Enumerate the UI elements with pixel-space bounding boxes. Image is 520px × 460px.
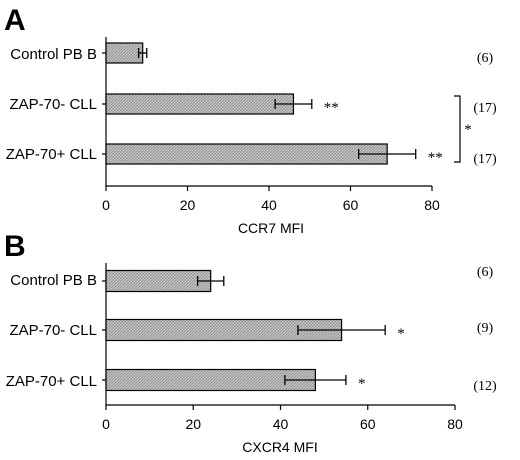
panel-b-category-label-0: Control PB B <box>10 272 97 289</box>
panel-a-bar-1 <box>105 93 295 115</box>
panel-a-category-label-1: ZAP-70- CLL <box>9 96 97 113</box>
panel-b-category-label-2: ZAP-70+ CLL <box>6 373 97 390</box>
panel-b-count-1: (9) <box>477 321 494 336</box>
panel-b-x-axis-label: CXCR4 MFI <box>242 439 317 455</box>
panel-a-count-0: (6) <box>477 51 494 66</box>
panel-a-significance-2: ** <box>428 150 443 166</box>
panel-b-error-bar-1 <box>297 325 386 335</box>
panel-b-bar-2 <box>105 368 316 392</box>
panel-a-error-bar-2 <box>357 149 417 159</box>
panel-b-letter: B <box>4 230 26 263</box>
panel-a-letter: A <box>4 4 26 37</box>
panel-a-x-tick-label-2: 40 <box>261 197 277 213</box>
panel-b-chart: B Control PB B ZAP-70- CLL ZAP-70+ CLL *… <box>4 230 497 455</box>
panel-b-error-bar-2 <box>284 375 347 385</box>
panel-a-x-tick-label-1: 20 <box>180 197 196 213</box>
panel-a-x-tick-label-4: 80 <box>424 197 440 213</box>
panel-a-x-tick-label-0: 0 <box>102 197 110 213</box>
panel-a-bar-0 <box>105 42 144 64</box>
panel-b-category-label-1: ZAP-70- CLL <box>9 322 97 339</box>
panel-b-x-tick-label-2: 40 <box>273 416 289 432</box>
panel-a-bar-2 <box>105 143 388 165</box>
panel-a-count-1: (17) <box>473 101 497 116</box>
panel-a-x-tick-label-3: 60 <box>343 197 359 213</box>
panel-a-category-label-2: ZAP-70+ CLL <box>6 146 97 163</box>
panel-b-error-bar-0 <box>196 276 225 286</box>
panel-a-chart: A Control PB B ZAP-70- CLL ZAP-70+ CLL *… <box>4 4 497 236</box>
panel-b-x-tick-label-0: 0 <box>102 416 110 432</box>
panel-a-error-bar-0 <box>137 48 148 58</box>
panel-b-x-tick-label-3: 60 <box>360 416 376 432</box>
panel-b-significance-2: * <box>358 376 366 392</box>
panel-a-error-bar-1 <box>274 99 313 109</box>
panel-b-x-tick-label-1: 20 <box>185 416 201 432</box>
panel-a-count-2: (17) <box>473 152 497 167</box>
panel-b-bar-0 <box>105 269 212 293</box>
panel-a-significance-bracket <box>454 95 461 163</box>
panel-b-count-0: (6) <box>477 265 494 280</box>
panel-b-count-2: (12) <box>473 379 497 394</box>
panel-a-x-axis-label: CCR7 MFI <box>238 220 304 236</box>
panel-b-x-tick-label-4: 80 <box>447 416 463 432</box>
panel-a-significance-1: ** <box>324 100 339 116</box>
panel-b-significance-1: * <box>397 326 405 342</box>
panel-a-bracket-label: * <box>464 122 472 138</box>
panel-a-category-label-0: Control PB B <box>10 46 97 63</box>
